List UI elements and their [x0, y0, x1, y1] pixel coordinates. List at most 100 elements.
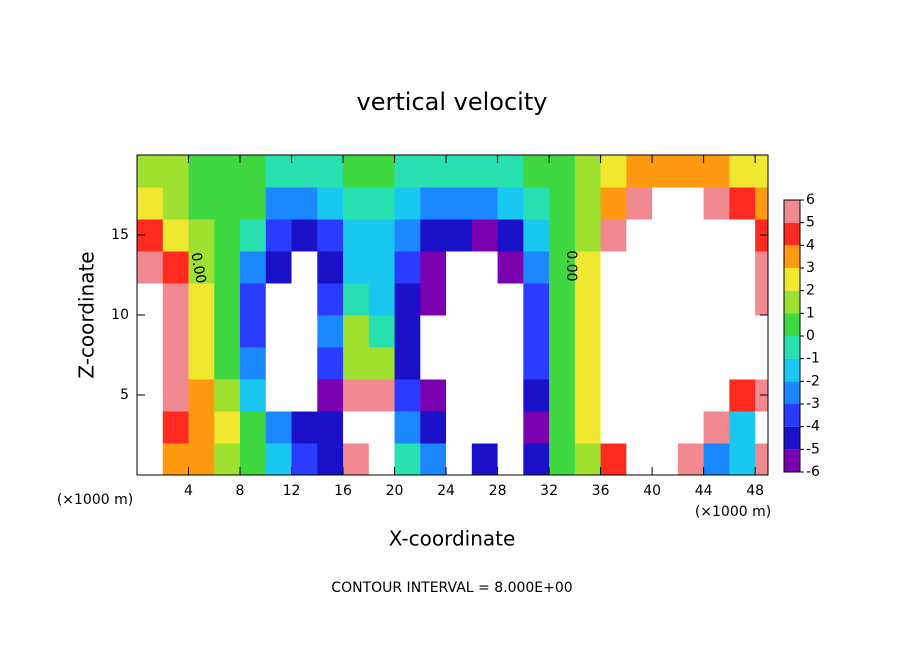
colorbar-tick-label: 2	[806, 283, 815, 299]
cell	[677, 411, 705, 444]
cell	[420, 411, 447, 444]
colorbar-band	[784, 336, 800, 359]
cell	[137, 443, 164, 475]
cell	[600, 347, 627, 380]
cell	[652, 187, 679, 220]
cell	[471, 251, 499, 284]
cell	[574, 283, 602, 316]
cell	[729, 219, 756, 252]
cell	[626, 187, 653, 220]
cell	[703, 411, 730, 444]
colorbar-tick-label: 1	[806, 305, 815, 321]
cell	[162, 411, 190, 444]
cell	[729, 187, 756, 220]
cell	[549, 187, 576, 220]
cell	[240, 219, 267, 252]
cell	[446, 443, 473, 475]
colorbar-tick-label: 4	[806, 237, 815, 253]
cell	[162, 283, 190, 316]
cell	[394, 283, 421, 316]
cell	[291, 347, 318, 380]
cell	[343, 315, 370, 348]
cell	[703, 283, 730, 316]
cell	[600, 187, 627, 220]
x-tick-label: 20	[386, 483, 404, 499]
cell	[523, 155, 550, 188]
cell	[188, 379, 215, 412]
cell	[600, 379, 627, 412]
cell	[755, 251, 768, 284]
colorbar-band	[784, 268, 800, 291]
cell	[188, 443, 215, 475]
cell	[626, 315, 653, 348]
cell	[574, 315, 602, 348]
cell	[240, 411, 267, 444]
cell	[240, 379, 267, 412]
cell	[497, 411, 524, 444]
cell	[394, 155, 421, 188]
cell	[652, 219, 679, 252]
colorbar-tick-label: 3	[806, 260, 815, 276]
contour-label: 0.00	[187, 251, 208, 284]
cell	[446, 187, 473, 220]
cell	[471, 315, 499, 348]
colorbar-tick-label: -5	[806, 441, 820, 457]
cell	[420, 443, 447, 475]
cell	[265, 379, 293, 412]
colorbar-band	[784, 449, 800, 472]
cell	[394, 443, 421, 475]
cell	[368, 411, 396, 444]
cell	[343, 411, 370, 444]
cell	[368, 219, 396, 252]
cell	[446, 347, 473, 380]
cell	[523, 187, 550, 220]
y-tick-label: 15	[111, 227, 129, 243]
cell	[600, 155, 627, 188]
cell	[317, 411, 344, 444]
cell	[626, 283, 653, 316]
cell	[574, 379, 602, 412]
cell	[626, 219, 653, 252]
colorbar-tick-label: -3	[806, 396, 820, 412]
x-tick-label: 36	[592, 483, 610, 499]
cell	[188, 315, 215, 348]
cell	[574, 251, 602, 284]
cell	[394, 379, 421, 412]
cell	[523, 379, 550, 412]
cell	[549, 219, 576, 252]
cell	[343, 283, 370, 316]
cell	[317, 379, 344, 412]
cell	[523, 251, 550, 284]
cell	[497, 187, 524, 220]
cell	[729, 251, 756, 284]
x-tick-label: 32	[540, 483, 558, 499]
cell	[600, 315, 627, 348]
cell	[240, 315, 267, 348]
cell	[497, 219, 524, 252]
cell	[600, 219, 627, 252]
cell	[677, 251, 705, 284]
cell	[394, 411, 421, 444]
cell	[291, 219, 318, 252]
cell	[420, 347, 447, 380]
cell	[677, 379, 705, 412]
cell	[549, 251, 576, 284]
cell	[549, 411, 576, 444]
cell	[291, 155, 318, 188]
cell	[703, 443, 730, 475]
cell	[343, 251, 370, 284]
cell	[137, 411, 164, 444]
cell	[368, 187, 396, 220]
cell	[214, 315, 241, 348]
footer: CONTOUR INTERVAL = 8.000E+00	[331, 580, 572, 596]
cell	[574, 219, 602, 252]
cell	[549, 347, 576, 380]
contour-label: 0.00	[563, 250, 579, 281]
cell	[600, 443, 627, 475]
cell	[549, 155, 576, 188]
cell	[652, 155, 679, 188]
colorbar-band	[784, 290, 800, 314]
cell	[755, 443, 768, 475]
cell	[188, 155, 215, 188]
cell	[317, 187, 344, 220]
